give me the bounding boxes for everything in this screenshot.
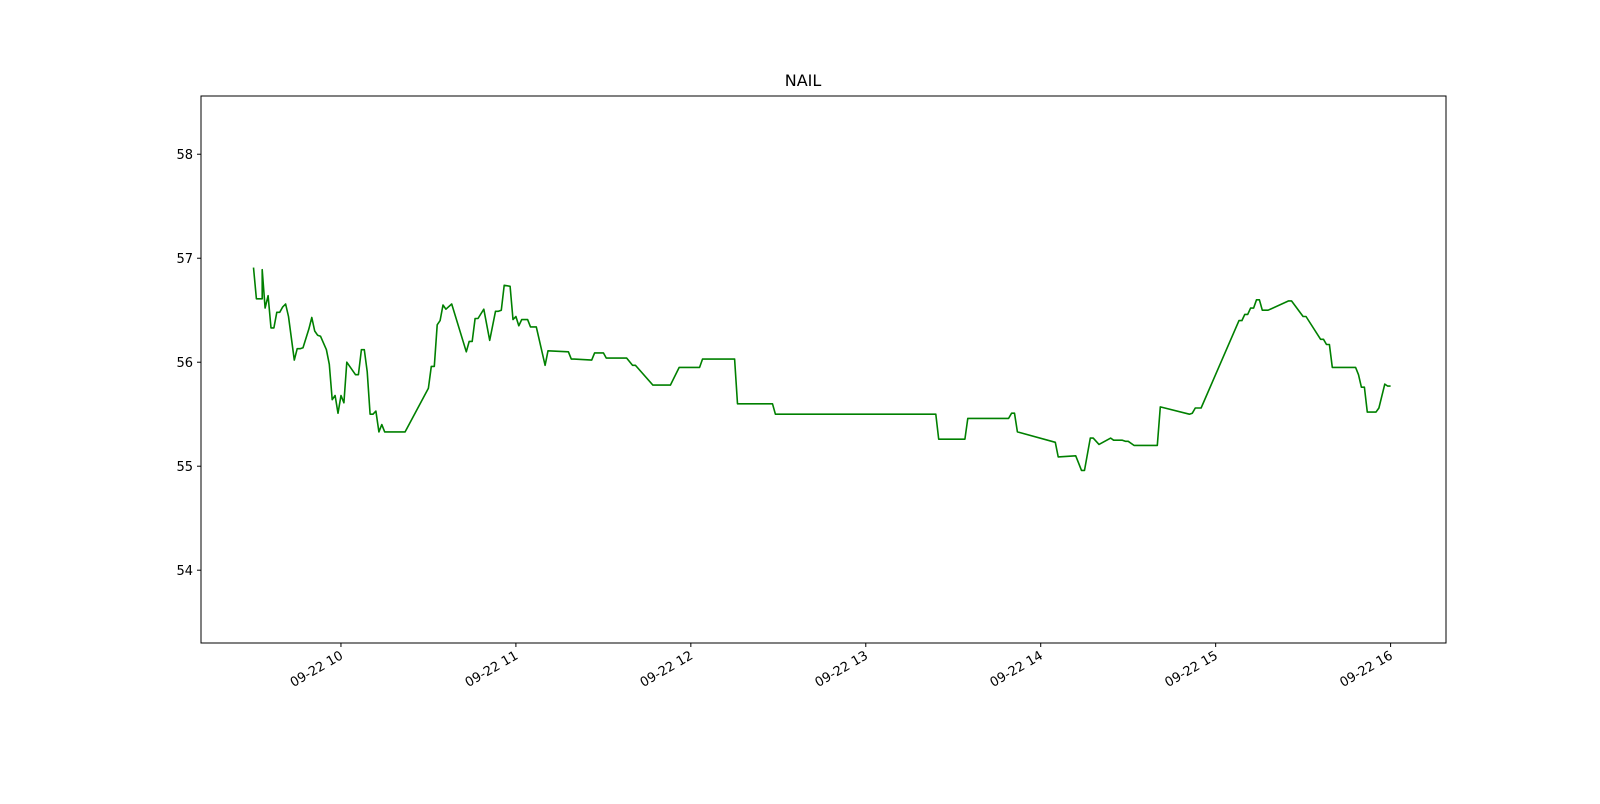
x-tick-label: 09-22 15 xyxy=(1163,648,1221,690)
x-tick-label: 09-22 13 xyxy=(813,648,871,690)
x-tick-label: 09-22 10 xyxy=(288,648,346,690)
chart-title: NAIL xyxy=(785,71,822,90)
x-tick-label: 09-22 14 xyxy=(988,648,1046,690)
y-tick-label: 56 xyxy=(176,356,193,371)
x-tick-label: 09-22 12 xyxy=(638,648,696,690)
x-tick-label: 09-22 16 xyxy=(1337,648,1395,690)
y-tick-label: 55 xyxy=(176,460,193,475)
x-tick-label: 09-22 11 xyxy=(463,648,521,690)
plot-area: 54 55 56 57 58 09-22 10 09-22 11 09-22 12 09-22 … xyxy=(176,95,1447,691)
y-tick-label: 54 xyxy=(176,564,193,579)
y-tick-label: 58 xyxy=(176,148,193,163)
price-line xyxy=(252,267,1391,472)
y-tick-label: 57 xyxy=(176,252,193,267)
axes-frame xyxy=(200,95,1447,644)
